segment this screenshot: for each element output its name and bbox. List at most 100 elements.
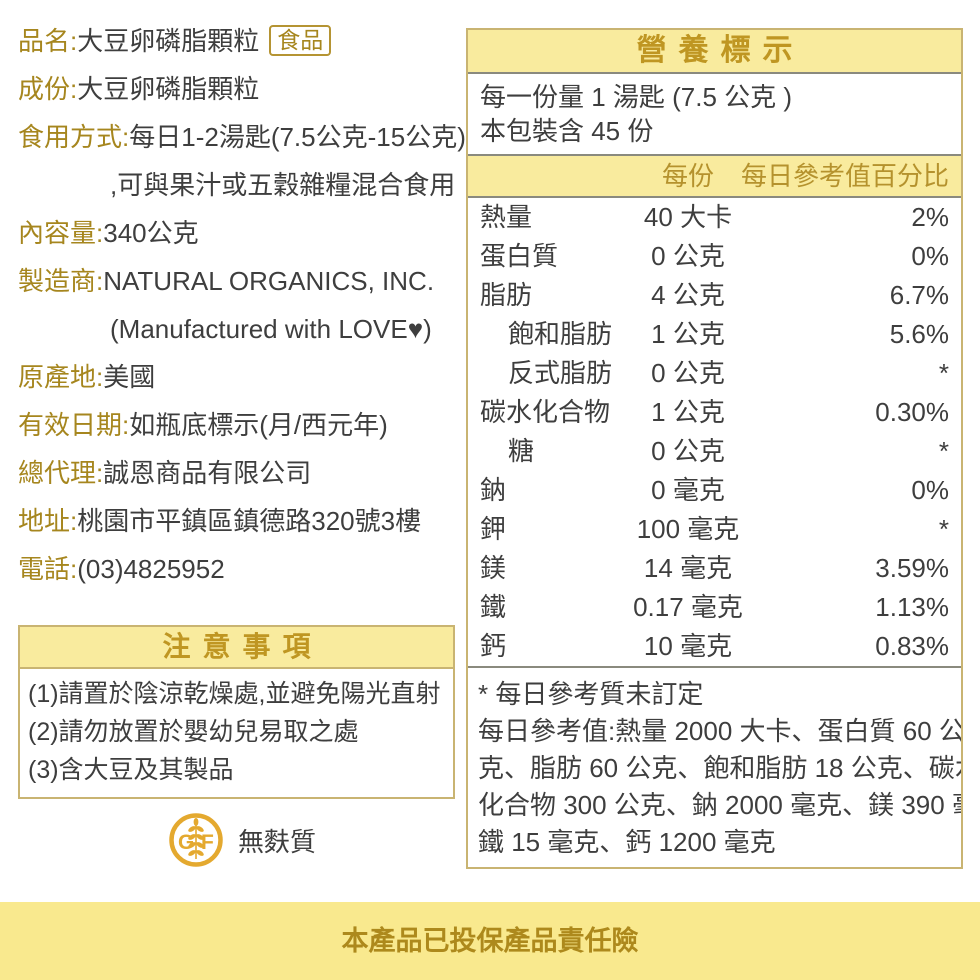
info-value: 340公克 [103, 218, 199, 248]
nutrition-footnote: * 每日參考質未訂定 每日參考值:熱量 2000 大卡、蛋白質 60 公 克、脂… [468, 666, 963, 867]
nutrient-amount: 0 公克 [651, 436, 725, 466]
notice-line: (2)請勿放置於嬰幼兒易取之處 [28, 718, 359, 746]
nutrient-daily-value: 5.6% [889, 319, 949, 349]
nutrient-amount: 0.17 毫克 [633, 592, 743, 622]
col-header-daily-value: 每日參考值百分比 [740, 161, 949, 191]
nutrient-amount: 1 公克 [651, 319, 725, 349]
info-row: 總代理:誠恩商品有限公司 [18, 456, 468, 490]
footnote-line: * 每日參考質未訂定 [478, 679, 704, 709]
info-label: 品名: [18, 26, 78, 56]
nutrition-row: 飽和脂肪 1 公克 5.6% [468, 315, 961, 354]
info-label: 原產地: [18, 362, 104, 392]
nutrient-name: 蛋白質 [480, 241, 559, 271]
nutrition-row: 鈣 10 毫克 0.83% [468, 627, 961, 666]
info-value-line2: (Manufactured with LOVE♥) [110, 314, 432, 344]
nutrient-name: 碳水化合物 [480, 397, 611, 427]
info-label: 食用方式: [18, 122, 130, 152]
info-row: 有效日期:如瓶底標示(月/西元年) [18, 408, 468, 442]
nutrition-row: 碳水化合物 1 公克 0.30% [468, 393, 961, 432]
nutrient-name: 鈣 [480, 631, 507, 661]
serving-info: 每一份量 1 湯匙 (7.5 公克 ) 本包裝含 45 份 [468, 74, 961, 156]
nutrient-daily-value: 0.83% [875, 631, 949, 661]
nutrition-row: 脂肪 4 公克 6.7% [468, 276, 961, 315]
footnote-line: 鐵 15 毫克、鈣 1200 毫克 [478, 827, 776, 857]
nutrient-name: 糖 [508, 436, 535, 466]
info-value-line2: ,可與果汁或五穀雜糧混合食用 [110, 170, 456, 200]
notice-body: (1)請置於陰涼乾燥處,並避免陽光直射 (2)請勿放置於嬰幼兒易取之處 (3)含… [20, 669, 453, 797]
nutrition-table: 營養標示 每一份量 1 湯匙 (7.5 公克 ) 本包裝含 45 份 每份 每日… [466, 28, 963, 869]
nutrition-row: 鈉 0 毫克 0% [468, 471, 961, 510]
footnote-line: 化合物 300 公克、鈉 2000 毫克、鎂 390 毫克、 [478, 790, 961, 820]
info-label: 內容量: [18, 218, 104, 248]
gf-letter-g: G [178, 831, 194, 854]
nutrient-daily-value: 3.59% [875, 553, 949, 583]
nutrient-daily-value: 6.7% [889, 280, 949, 310]
nutrient-amount: 14 毫克 [643, 553, 733, 583]
nutrient-name: 熱量 [480, 202, 533, 232]
info-label: 總代理: [18, 458, 104, 488]
info-value: 桃園市平鎮區鎮德路320號3樓 [77, 506, 422, 536]
info-row: 製造商:NATURAL ORGANICS, INC. (Manufactured… [18, 264, 468, 346]
footer-banner: 本產品已投保產品責任險 [0, 902, 980, 980]
serving-line: 本包裝含 45 份 [480, 116, 654, 146]
gluten-free-label: 無麩質 [238, 826, 317, 857]
nutrition-row: 蛋白質 0 公克 0% [468, 237, 961, 276]
info-row: 品名:大豆卵磷脂顆粒 食品 [18, 24, 468, 58]
info-value: 每日1-2湯匙(7.5公克-15公克) [129, 122, 466, 152]
nutrient-daily-value: 0% [911, 241, 949, 271]
info-label: 地址: [18, 506, 78, 536]
nutrition-row: 鐵 0.17 毫克 1.13% [468, 588, 961, 627]
info-row: 成份:大豆卵磷脂顆粒 [18, 72, 468, 106]
nutrient-daily-value: * [938, 514, 949, 544]
food-badge: 食品 [269, 25, 332, 56]
nutrient-amount: 100 毫克 [636, 514, 740, 544]
nutrient-daily-value: 0% [911, 475, 949, 505]
info-row: 電話:(03)4825952 [18, 552, 468, 586]
nutrient-name: 反式脂肪 [508, 358, 613, 388]
footnote-line: 克、脂肪 60 公克、飽和脂肪 18 公克、碳水 [478, 753, 963, 783]
nutrition-row: 鉀 100 毫克 * [468, 510, 961, 549]
info-value: 美國 [103, 362, 156, 392]
nutrition-row: 鎂 14 毫克 3.59% [468, 549, 961, 588]
nutrient-name: 飽和脂肪 [508, 319, 613, 349]
wheat-stalk [188, 818, 204, 859]
info-label: 製造商: [18, 266, 104, 296]
info-row: 地址:桃園市平鎮區鎮德路320號3樓 [18, 504, 468, 538]
nutrient-amount: 1 公克 [651, 397, 725, 427]
nutrient-name: 鈉 [480, 475, 507, 505]
nutrition-row: 熱量 40 大卡 2% [468, 198, 961, 237]
nutrient-daily-value: 0.30% [875, 397, 949, 427]
nutrient-amount: 0 毫克 [651, 475, 725, 505]
info-row: 食用方式:每日1-2湯匙(7.5公克-15公克) ,可與果汁或五穀雜糧混合食用 [18, 120, 468, 202]
footnote-line: 每日參考值:熱量 2000 大卡、蛋白質 60 公 [478, 716, 963, 746]
info-value: NATURAL ORGANICS, INC. [103, 266, 435, 296]
info-value: 大豆卵磷脂顆粒 [77, 26, 260, 56]
nutrient-daily-value: 2% [911, 202, 949, 232]
nutrient-name: 鐵 [480, 592, 507, 622]
nutrition-row: 反式脂肪 0 公克 * [468, 354, 961, 393]
info-value: 誠恩商品有限公司 [103, 458, 312, 488]
info-row: 內容量:340公克 [18, 216, 468, 250]
nutrient-amount: 4 公克 [651, 280, 725, 310]
product-info-list: 品名:大豆卵磷脂顆粒 食品 成份:大豆卵磷脂顆粒 食用方式:每日1-2湯匙(7.5… [18, 24, 468, 600]
gluten-free-wheat-icon: G F [169, 813, 223, 867]
info-label: 有效日期: [18, 410, 130, 440]
info-row: 原產地:美國 [18, 360, 468, 394]
nutrition-row: 糖 0 公克 * [468, 432, 961, 471]
notice-line: (3)含大豆及其製品 [28, 756, 234, 784]
notice-title: 注意事項 [20, 627, 453, 669]
info-value: 如瓶底標示(月/西元年) [129, 410, 388, 440]
gluten-free-row: G F 無麩質 [168, 812, 316, 868]
info-value: (03)4825952 [77, 554, 225, 584]
nutrient-amount: 40 大卡 [643, 202, 733, 232]
nutrient-amount: 0 公克 [651, 358, 725, 388]
nutrient-daily-value: * [938, 436, 949, 466]
info-label: 成份: [18, 74, 78, 104]
notice-box: 注意事項 (1)請置於陰涼乾燥處,並避免陽光直射 (2)請勿放置於嬰幼兒易取之處… [18, 625, 455, 799]
info-label: 電話: [18, 554, 78, 584]
nutrient-name: 鉀 [480, 514, 507, 544]
gf-letter-f: F [201, 831, 214, 854]
notice-line: (1)請置於陰涼乾燥處,並避免陽光直射 [28, 680, 441, 708]
nutrient-name: 鎂 [480, 553, 507, 583]
nutrient-daily-value: * [938, 358, 949, 388]
